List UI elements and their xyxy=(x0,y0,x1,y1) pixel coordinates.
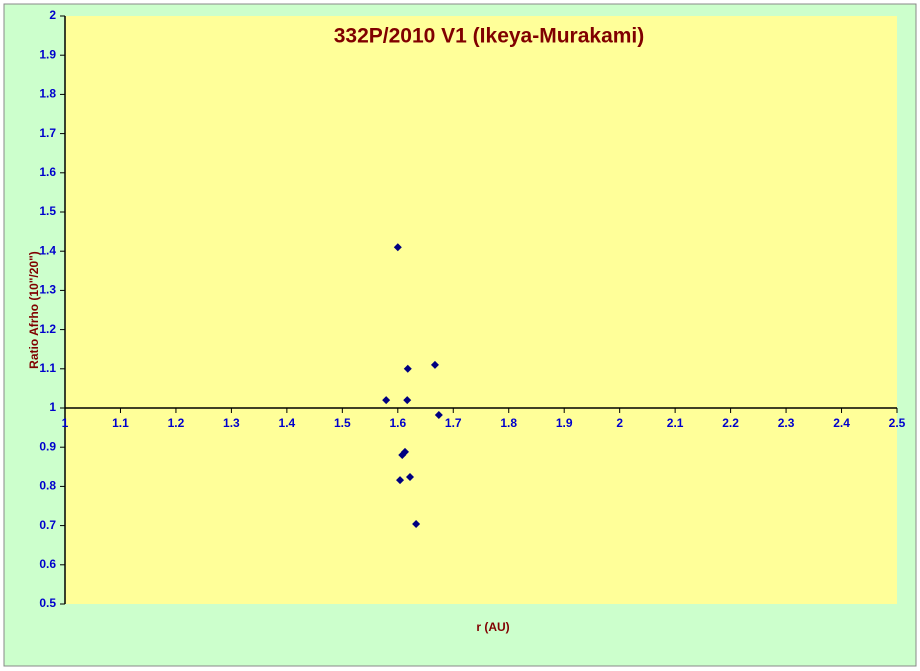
data-point xyxy=(406,472,415,481)
y-tick-label: 0.9 xyxy=(39,439,56,453)
x-tick-label: 2.1 xyxy=(667,416,684,430)
y-tick-label: 0.8 xyxy=(39,479,56,493)
y-tick-label: 1.2 xyxy=(39,322,56,336)
y-tick-label: 1.4 xyxy=(39,243,56,257)
x-tick-label: 1.5 xyxy=(334,416,351,430)
data-point xyxy=(430,360,439,369)
data-point xyxy=(403,364,412,373)
x-tick-label: 1.6 xyxy=(389,416,406,430)
y-tick-label: 1.1 xyxy=(39,361,56,375)
y-tick-label: 1.7 xyxy=(39,126,56,140)
data-point xyxy=(382,396,391,405)
y-tick-label: 1.3 xyxy=(39,283,56,297)
y-tick-label: 2 xyxy=(49,8,56,22)
data-point xyxy=(434,411,443,420)
y-tick-label: 1.6 xyxy=(39,165,56,179)
x-axis-label: r (AU) xyxy=(476,620,509,634)
data-point xyxy=(396,476,405,485)
chart-title: 332P/2010 V1 (Ikeya-Murakami) xyxy=(334,25,645,48)
x-tick-label: 1.2 xyxy=(168,416,185,430)
x-tick-label: 2.4 xyxy=(833,416,850,430)
y-tick-label: 0.6 xyxy=(39,557,56,571)
data-point xyxy=(412,520,421,529)
x-tick-label: 1.9 xyxy=(556,416,573,430)
x-tick-label: 1 xyxy=(62,416,69,430)
x-tick-label: 1.1 xyxy=(112,416,129,430)
y-tick-label: 1.8 xyxy=(39,87,56,101)
x-tick-label: 1.4 xyxy=(279,416,296,430)
data-point xyxy=(403,396,412,405)
y-tick-label: 1 xyxy=(49,400,56,414)
x-tick-label: 1.8 xyxy=(500,416,517,430)
plot-area xyxy=(65,16,897,604)
x-tick-label: 2.3 xyxy=(778,416,795,430)
data-point xyxy=(398,451,407,460)
y-tick-label: 1.9 xyxy=(39,47,56,61)
x-tick-label: 1.3 xyxy=(223,416,240,430)
y-tick-label: 1.5 xyxy=(39,204,56,218)
y-axis-label: Ratio Afrho (10"/20") xyxy=(27,251,41,369)
y-tick-label: 0.7 xyxy=(39,518,56,532)
x-tick-label: 2.2 xyxy=(722,416,739,430)
x-tick-label: 1.7 xyxy=(445,416,462,430)
x-tick-label: 2 xyxy=(616,416,623,430)
data-point xyxy=(393,243,402,252)
x-tick-label: 2.5 xyxy=(889,416,906,430)
y-tick-label: 0.5 xyxy=(39,596,56,610)
